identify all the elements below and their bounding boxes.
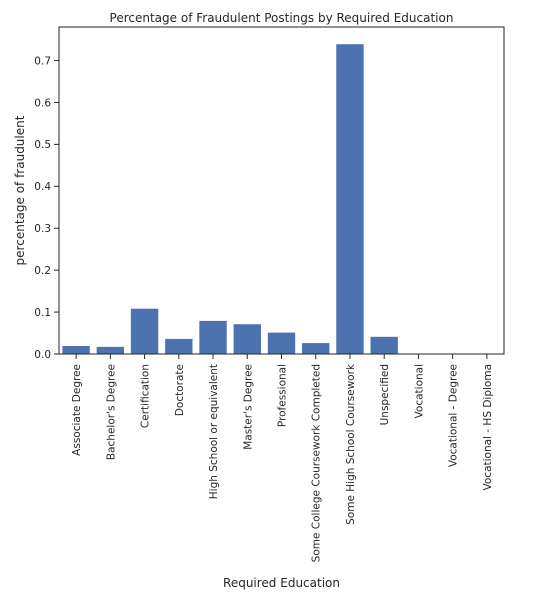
bar-some-college-coursework-completed (302, 343, 330, 354)
y-axis: 0.0 0.1 0.2 0.3 0.4 0.5 0.6 0.7 (34, 55, 59, 361)
x-tick-label: Certification (140, 364, 152, 428)
x-tick-label: Vocational - HS Diploma (482, 364, 494, 491)
bar-master-s-degree (233, 324, 261, 354)
x-tick-label: Unspecified (379, 364, 391, 425)
x-axis: Associate Degree Bachelor's Degree Certifi… (71, 354, 494, 562)
plot-area-frame (58, 26, 505, 355)
chart-title: Percentage of Fraudulent Postings by Req… (110, 11, 454, 25)
x-tick-label: Doctorate (174, 364, 186, 416)
x-tick-label: Master's Degree (242, 364, 254, 450)
x-tick-label: High School or equivalent (208, 364, 220, 499)
x-axis-label: Required Education (223, 576, 340, 590)
bar-certification (130, 308, 159, 354)
bar-associate-degree (62, 346, 90, 354)
y-tick-label: 0.2 (34, 265, 51, 277)
x-tick-label: Vocational - Degree (448, 364, 460, 467)
bars-group (62, 44, 398, 354)
x-tick-label: Professional (277, 364, 289, 427)
bar-professional (267, 332, 296, 354)
y-axis-label: percentage of fraudulent (13, 115, 27, 265)
bar-bachelor-s-degree (96, 346, 125, 354)
y-tick-label: 0.5 (34, 139, 51, 151)
bar-some-high-school-coursework (336, 44, 364, 354)
y-tick-label: 0.7 (34, 55, 51, 67)
y-tick-label: 0.6 (34, 97, 51, 109)
x-tick-label: Associate Degree (71, 364, 83, 456)
y-tick-label: 0.4 (34, 181, 51, 193)
x-tick-label: Vocational (413, 364, 425, 418)
bar-high-school-or-equivalent (199, 320, 227, 354)
x-tick-label: Some College Coursework Completed (311, 364, 323, 562)
x-tick-label: Some High School Coursework (345, 363, 357, 525)
y-tick-label: 0.3 (34, 223, 51, 235)
y-tick-label: 0.1 (34, 307, 51, 319)
y-tick-label: 0.0 (34, 349, 51, 361)
bar-unspecified (370, 336, 398, 354)
bar-doctorate (165, 338, 193, 354)
x-tick-label: Bachelor's Degree (105, 364, 117, 460)
